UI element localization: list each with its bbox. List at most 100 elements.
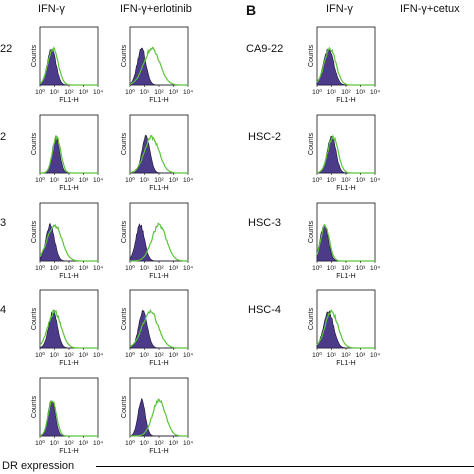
x-tick-label: 10⁰: [312, 264, 322, 272]
x-tick-label: 10¹: [327, 89, 337, 96]
x-tick-label: 10¹: [140, 265, 150, 272]
treated-histogram-series: [316, 46, 375, 86]
x-tick-label: 10¹: [50, 352, 60, 359]
x-tick-label: 10¹: [140, 177, 150, 184]
x-axis-label: FL1-H: [336, 185, 355, 192]
histogram-panel: 10⁰ 10¹ 10² 10³ 10⁴ FL1-H Counts: [121, 202, 193, 280]
x-tick-label: 10²: [154, 440, 164, 447]
x-tick-label: 10³: [169, 265, 179, 272]
y-axis-label: Counts: [308, 132, 315, 155]
histogram-panel: 10⁰ 10¹ 10² 10³ 10⁴ FL1-H Counts: [308, 114, 380, 192]
x-tick-label: 10⁰: [312, 351, 322, 359]
x-tick-label: 10²: [154, 352, 164, 359]
x-tick-label: 10³: [356, 265, 366, 272]
x-tick-label: 10⁴: [183, 89, 193, 96]
control-histogram-series: [39, 309, 98, 349]
histogram-panel: 10⁰ 10¹ 10² 10³ 10⁴ FL1-H Counts: [308, 202, 380, 280]
x-axis-label: FL1-H: [149, 360, 168, 367]
panel-a-row-label: 22: [0, 43, 13, 55]
y-axis-label: Counts: [31, 44, 38, 67]
x-tick-label: 10³: [169, 177, 179, 184]
histogram-panel: 10⁰ 10¹ 10² 10³ 10⁴ FL1-H Counts: [31, 377, 103, 455]
y-axis-label: Counts: [31, 307, 38, 330]
x-tick-label: 10¹: [50, 89, 60, 96]
x-tick-label: 10⁰: [312, 176, 322, 184]
x-tick-label: 10⁴: [183, 352, 193, 359]
x-tick-label: 10³: [169, 352, 179, 359]
x-axis-label: FL1-H: [149, 97, 168, 104]
treated-histogram-series: [39, 46, 98, 86]
histogram-panel: 10⁰ 10¹ 10² 10³ 10⁴ FL1-H Counts: [31, 26, 103, 104]
control-histogram-series: [39, 400, 98, 437]
x-tick-label: 10³: [79, 89, 89, 96]
x-tick-label: 10⁰: [35, 439, 45, 447]
panel-b-col-header-ifng: IFN-γ: [326, 3, 353, 15]
footer-label: DR expression: [2, 460, 75, 472]
x-tick-label: 10¹: [327, 177, 337, 184]
x-tick-label: 10²: [341, 89, 351, 96]
x-tick-label: 10¹: [50, 265, 60, 272]
x-tick-label: 10⁰: [125, 439, 135, 447]
y-axis-label: Counts: [31, 132, 38, 155]
x-tick-label: 10⁴: [183, 440, 193, 447]
y-axis-label: Counts: [31, 395, 38, 418]
x-axis-label: FL1-H: [149, 185, 168, 192]
x-tick-label: 10³: [79, 352, 89, 359]
x-tick-label: 10⁴: [93, 177, 103, 184]
treated-histogram-series: [39, 223, 98, 262]
panel-b-row-label-hsc-3: HSC-3: [248, 217, 282, 229]
x-tick-label: 10²: [154, 265, 164, 272]
x-axis-label: FL1-H: [336, 360, 355, 367]
x-tick-label: 10²: [64, 89, 74, 96]
treated-histogram-series: [40, 134, 98, 174]
treated-histogram-series: [316, 309, 375, 349]
x-tick-label: 10⁴: [93, 352, 103, 359]
x-tick-label: 10⁰: [35, 88, 45, 96]
x-tick-label: 10²: [154, 89, 164, 96]
x-tick-label: 10²: [154, 177, 164, 184]
x-tick-label: 10⁰: [125, 88, 135, 96]
x-tick-label: 10⁴: [183, 177, 193, 184]
panel-b-row-label-ca9-22: CA9-22: [246, 43, 284, 55]
y-axis-label: Counts: [121, 307, 128, 330]
control-histogram-series: [130, 134, 188, 174]
x-tick-label: 10²: [341, 177, 351, 184]
panel-b-row-label-hsc-2: HSC-2: [248, 131, 282, 143]
treated-histogram-series: [130, 398, 188, 437]
x-tick-label: 10³: [169, 440, 179, 447]
plot-frame: [39, 114, 99, 174]
x-tick-label: 10²: [64, 352, 74, 359]
histogram-panel: 10⁰ 10¹ 10² 10³ 10⁴ FL1-H Counts: [31, 289, 103, 367]
control-histogram-series: [316, 136, 375, 174]
x-tick-label: 10⁰: [125, 351, 135, 359]
control-histogram-series: [316, 224, 375, 262]
histogram-panel: 10⁰ 10¹ 10² 10³ 10⁴ FL1-H Counts: [121, 289, 193, 367]
x-tick-label: 10⁴: [93, 89, 103, 96]
control-histogram-series: [129, 47, 188, 86]
treated-histogram-series: [130, 222, 188, 262]
x-axis-label: FL1-H: [59, 97, 78, 104]
x-tick-label: 10²: [64, 177, 74, 184]
x-tick-label: 10³: [79, 265, 89, 272]
x-tick-label: 10⁴: [93, 265, 103, 272]
histogram-panel: 10⁰ 10¹ 10² 10³ 10⁴ FL1-H Counts: [308, 26, 380, 104]
treated-histogram-series: [39, 309, 98, 349]
control-histogram-series: [129, 223, 188, 262]
control-histogram-series: [39, 48, 98, 86]
control-histogram-series: [316, 48, 375, 86]
y-axis-label: Counts: [308, 307, 315, 330]
x-tick-label: 10³: [79, 440, 89, 447]
x-tick-label: 10³: [356, 352, 366, 359]
treated-histogram-series: [316, 134, 375, 174]
histogram-panel: 10⁰ 10¹ 10² 10³ 10⁴ FL1-H Counts: [121, 114, 193, 192]
panel-b-letter: B: [246, 2, 257, 18]
x-tick-label: 10¹: [327, 265, 337, 272]
histogram-panel: 10⁰ 10¹ 10² 10³ 10⁴ FL1-H Counts: [121, 26, 193, 104]
panel-b-row-label-hsc-4: HSC-4: [248, 304, 282, 316]
x-tick-label: 10⁴: [93, 440, 103, 447]
x-tick-label: 10¹: [140, 89, 150, 96]
footer-rule: [96, 466, 474, 467]
y-axis-label: Counts: [31, 220, 38, 243]
x-axis-label: FL1-H: [59, 360, 78, 367]
